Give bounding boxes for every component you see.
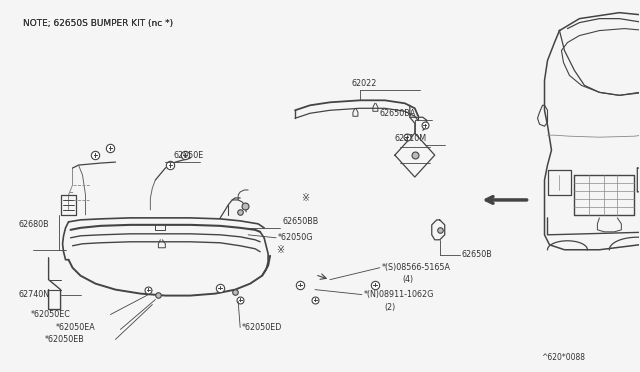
Text: *(N)08911-1062G: *(N)08911-1062G [364,290,435,299]
Text: 62022: 62022 [352,79,378,88]
Text: 62740N: 62740N [19,290,50,299]
Text: NOTE; 62650S BUMPER KIT (nc *): NOTE; 62650S BUMPER KIT (nc *) [22,19,173,28]
Text: 62650B: 62650B [461,250,492,259]
Text: (2): (2) [385,303,396,312]
Text: *62050EC: *62050EC [31,310,70,319]
Text: *62050EB: *62050EB [45,335,84,344]
Text: ※: ※ [276,245,284,255]
Text: 62650BB: 62650BB [282,217,318,227]
Text: *62050G: *62050G [278,233,314,242]
Text: (4): (4) [403,275,414,284]
Text: 62650BA: 62650BA [380,109,416,118]
Text: 62680B: 62680B [19,220,49,230]
Text: 62210M: 62210M [395,134,427,143]
Text: *62050ED: *62050ED [242,323,282,332]
Text: *(S)08566-5165A: *(S)08566-5165A [382,263,451,272]
Text: *62050EA: *62050EA [56,323,95,332]
Text: NOTE; 62650S BUMPER KIT (nc *): NOTE; 62650S BUMPER KIT (nc *) [22,19,173,28]
Text: 62050E: 62050E [173,151,204,160]
Text: ※: ※ [301,193,309,203]
Text: ^620*0088: ^620*0088 [541,353,586,362]
